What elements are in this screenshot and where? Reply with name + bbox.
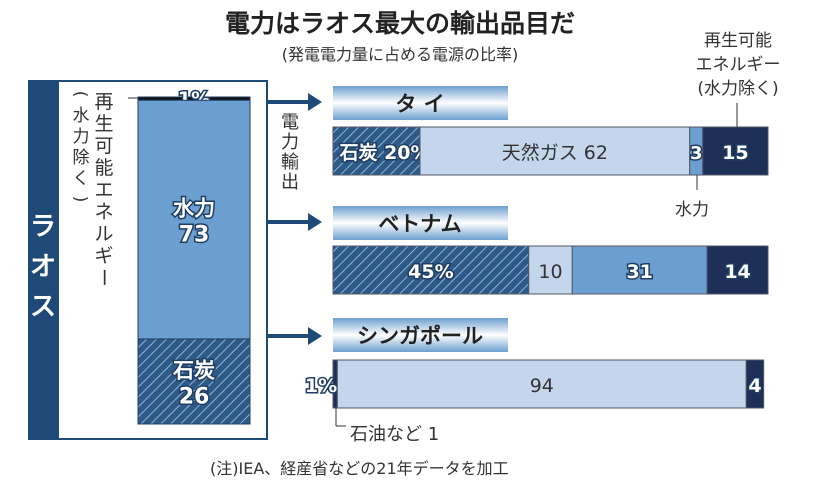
chart-title: 電力はラオス最大の輸出品目だ <box>225 9 575 38</box>
renewable-label-char: 生 <box>94 113 113 135</box>
bar-label-hydro: 31 <box>626 261 652 283</box>
renewable-label-char: ー <box>92 268 114 287</box>
laos-label: ラオス <box>30 212 56 322</box>
bar-label-gas: 天然ガス 62 <box>502 142 608 164</box>
renewable-label-char: ネ <box>94 201 113 223</box>
export-arrow-head <box>308 327 322 345</box>
chart-subtitle: (発電電力量に占める電源の比率) <box>282 45 519 64</box>
bar-segment-gas <box>336 359 747 409</box>
renewable-label-char: ル <box>94 223 113 245</box>
bar-label-renew: 14 <box>724 261 750 283</box>
renewable-label-char: 再 <box>94 91 113 113</box>
country-name: ベトナム <box>378 212 461 236</box>
renewable-sub-char: 力 <box>73 127 90 147</box>
laos-segment-coal <box>137 338 251 425</box>
laos-name-char: ラ <box>30 212 56 242</box>
laos-name-char: オ <box>30 252 56 282</box>
bar-label-renew: 4 <box>748 375 761 397</box>
renewable-sub-char: ( <box>70 91 90 98</box>
country-2: シンガポール 1% 94 4 <box>303 318 765 409</box>
laos-name-char: ス <box>30 292 56 322</box>
laos-segment-value: 73 <box>179 223 210 248</box>
laos-segment-value: 26 <box>179 384 210 409</box>
callout-renewable: エネルギー <box>696 55 781 75</box>
callout-hydro: 水力 <box>675 200 709 220</box>
country-1: ベトナム 45% 10 31 14 <box>332 206 769 295</box>
callout-renewable: 再生可能 <box>704 31 772 51</box>
laos-segment-hydro <box>137 99 251 340</box>
export-label: 電力輸出 <box>278 112 299 192</box>
bar-segment-renew <box>706 245 769 295</box>
bar-label-oil: 1% <box>305 375 337 397</box>
bar-label-coal: 石炭 20% <box>338 142 429 164</box>
renewable-sub-char: 除 <box>73 148 90 168</box>
country-name: シンガポール <box>357 324 483 348</box>
renewable-label-char: ギ <box>94 245 113 267</box>
bar-segment-coal <box>332 245 530 295</box>
bar-label-gas: 94 <box>530 375 554 397</box>
export-arrow-head <box>308 213 322 231</box>
bar-segment-renew <box>702 126 769 176</box>
callout-renewable: (水力除く) <box>697 79 778 99</box>
renewable-label-char: エ <box>94 179 113 201</box>
bar-segment-hydro <box>571 245 708 295</box>
bar-label-coal: 45% <box>408 261 453 283</box>
renewable-sub-char: 水 <box>73 106 90 126</box>
renewable-sub-char: く <box>73 169 90 189</box>
country-label-box <box>333 86 508 120</box>
renewable-sub-char: ) <box>70 196 90 203</box>
country-0: タ イ石炭 20% 天然ガス 62 3 15 <box>332 86 769 176</box>
bar-segment-gas <box>419 126 691 176</box>
laos-segment-name: 水力 <box>173 197 215 221</box>
bar-segment-gas <box>528 245 573 295</box>
renewable-label-char: 可 <box>94 135 113 157</box>
callout-oil: 石油など 1 <box>350 424 439 445</box>
chart-note: (注)IEA、経産省などの21年データを加工 <box>210 459 509 478</box>
bar-segment-coal <box>332 126 421 176</box>
renewable-label-char: 能 <box>94 157 113 179</box>
country-label-box <box>333 318 508 352</box>
bar-label-renew: 15 <box>722 142 748 164</box>
country-label-box <box>333 206 508 240</box>
bar-segment-renew <box>745 359 765 409</box>
country-name: タ イ <box>395 92 444 116</box>
laos-segment-name: 石炭 <box>172 358 215 382</box>
bar-label-hydro: 3 <box>690 143 703 164</box>
export-arrow-head <box>308 93 322 111</box>
bar-label-gas: 10 <box>538 261 562 283</box>
laos-band <box>28 80 58 440</box>
